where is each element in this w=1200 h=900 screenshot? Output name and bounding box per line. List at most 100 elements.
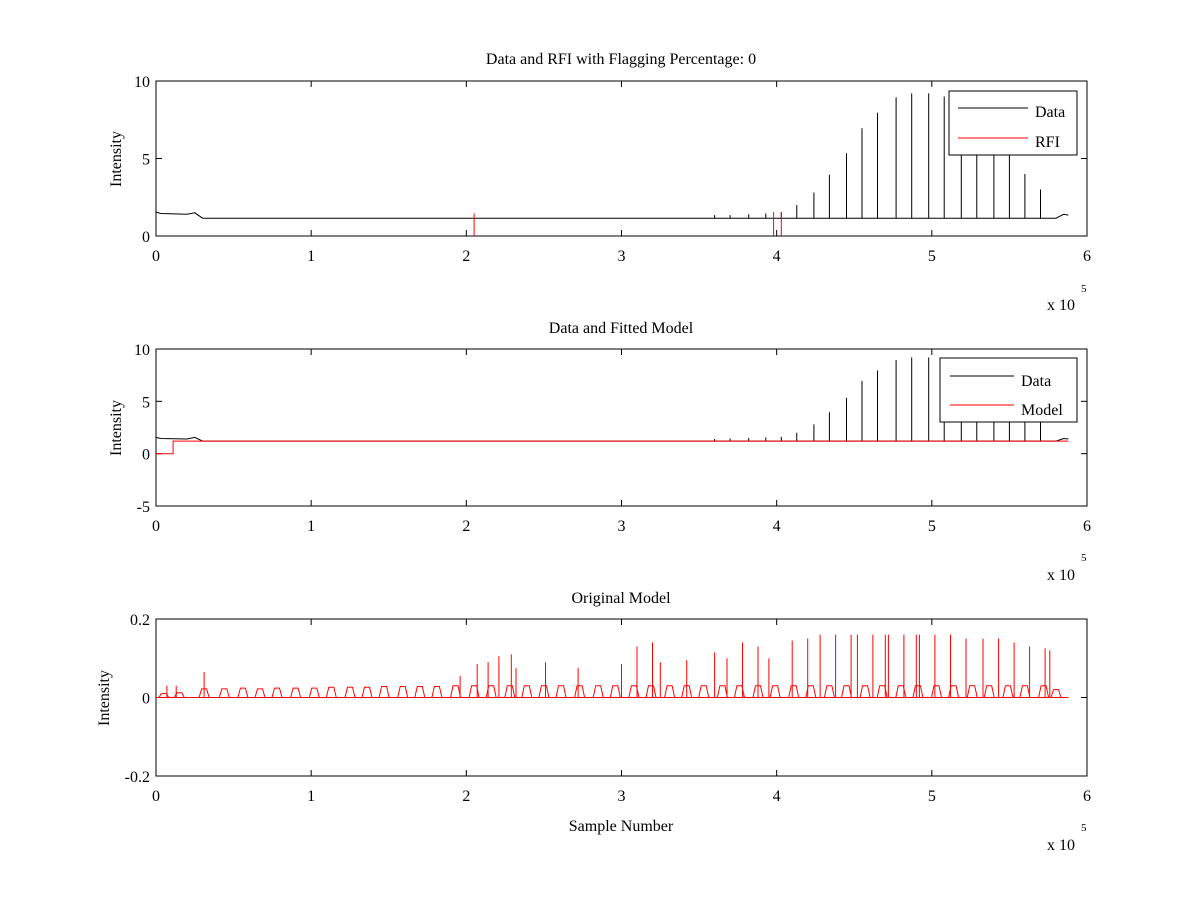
series-bump: [645, 685, 657, 698]
series-bump: [1002, 685, 1014, 698]
series-bump: [592, 685, 604, 698]
x-tick-label: 4: [773, 518, 781, 535]
x-exponent-power: 5: [1081, 283, 1087, 295]
x-exponent-label: x 10: [1047, 837, 1075, 854]
y-tick-label: 0.2: [130, 612, 150, 629]
x-exponent-label: x 10: [1047, 297, 1075, 314]
x-tick-label: 5: [928, 248, 936, 265]
legend-box: [948, 90, 1078, 156]
series-bump: [983, 685, 995, 698]
subplot-original-model: Original Model Intensity Sample Number x…: [96, 590, 1091, 854]
x-tick-label: 1: [307, 518, 315, 535]
subplot-fitted-model: Data and Fitted Model Intensity 0 1 2 3 4 5 6 -…: [108, 320, 1091, 584]
series-bump: [895, 685, 907, 698]
y-axis-label: Intensity: [96, 670, 113, 726]
series-bump: [912, 685, 924, 698]
legend: Data RFI: [948, 90, 1078, 156]
series-line-data: [155, 211, 1069, 219]
x-exponent-power: 5: [1081, 822, 1087, 834]
x-tick-label: 0: [152, 248, 160, 265]
series-bump: [664, 685, 676, 698]
series-bump: [361, 686, 373, 698]
legend-box: [939, 357, 1078, 423]
y-tick-label: 0: [142, 229, 150, 246]
y-tick-label: 10: [134, 74, 150, 91]
series-bump: [173, 692, 185, 698]
series-bump: [805, 685, 817, 698]
series-bump: [733, 685, 745, 698]
series-bump: [1019, 685, 1031, 698]
x-tick-label: 2: [462, 248, 470, 265]
x-tick-label: 0: [152, 788, 160, 805]
x-tick-label: 5: [928, 788, 936, 805]
legend-label-data: Data: [1021, 373, 1051, 390]
x-tick-label: 4: [773, 248, 781, 265]
series-rfi: [473, 212, 782, 236]
subplot-title: Data and RFI with Flagging Percentage: 0: [486, 51, 756, 68]
series-bump: [859, 685, 871, 698]
series-bump: [237, 687, 249, 698]
series-bump: [698, 685, 710, 698]
x-tick-label: 1: [307, 788, 315, 805]
x-tick-label: 4: [773, 788, 781, 805]
y-tick-label: 5: [142, 152, 150, 169]
series-bump: [344, 686, 356, 698]
series-bump: [485, 685, 497, 698]
x-tick-label: 6: [1083, 518, 1091, 535]
series-bump: [158, 693, 170, 698]
x-tick-label: 3: [618, 788, 626, 805]
series-model: [156, 634, 1069, 698]
y-tick-label: -5: [137, 499, 150, 516]
legend-label-rfi: RFI: [1035, 134, 1060, 151]
y-tick-label: 0: [142, 447, 150, 464]
series-bump: [948, 685, 960, 698]
series-bump: [876, 685, 888, 698]
series-bump: [254, 688, 266, 698]
series-bump: [397, 686, 409, 698]
series-data: [155, 93, 1069, 219]
series-bump: [468, 685, 480, 698]
x-tick-label: 0: [152, 518, 160, 535]
y-tick-label: -0.2: [125, 769, 150, 786]
series-bump: [966, 685, 978, 698]
series-bump: [841, 685, 852, 698]
series-bump: [521, 685, 533, 698]
y-tick-label: 10: [134, 342, 150, 359]
series-bump: [823, 685, 835, 698]
x-tick-label: 6: [1083, 788, 1091, 805]
axes-frame: [155, 348, 1088, 507]
series-bump: [308, 687, 320, 698]
series-bump: [431, 686, 443, 698]
x-exponent-power: 5: [1081, 552, 1087, 564]
x-axis-label: Sample Number: [569, 818, 674, 835]
series-bump: [504, 685, 516, 698]
y-tick-label: 5: [142, 394, 150, 411]
x-tick-label: 3: [618, 518, 626, 535]
legend: Data Model: [939, 357, 1078, 423]
series-bump: [788, 685, 800, 698]
series-bump: [609, 685, 621, 698]
series-bump: [538, 685, 550, 698]
series-bump: [574, 685, 586, 698]
x-tick-label: 2: [462, 518, 470, 535]
series-bump: [1038, 685, 1050, 698]
series-line-model: [156, 440, 1069, 455]
x-exponent-label: x 10: [1047, 567, 1075, 584]
series-bump: [271, 687, 283, 698]
subplot-title: Original Model: [571, 590, 671, 607]
y-axis-label: Intensity: [108, 131, 125, 187]
x-tick-label: 3: [618, 248, 626, 265]
series-bump: [378, 686, 390, 698]
legend-label-model: Model: [1021, 402, 1063, 419]
x-tick-label: 2: [462, 788, 470, 805]
y-axis-label: Intensity: [108, 400, 125, 456]
series-bump: [450, 685, 461, 698]
y-tick-label: 0: [142, 691, 150, 708]
series-bump: [1050, 689, 1062, 698]
subplot-rfi: Data and RFI with Flagging Percentage: 0…: [108, 51, 1091, 314]
axes-frame: [155, 80, 1088, 237]
series-bump: [628, 685, 640, 698]
series-bump: [769, 685, 781, 698]
series-bump: [325, 686, 337, 698]
subplot-title: Data and Fitted Model: [549, 320, 694, 337]
